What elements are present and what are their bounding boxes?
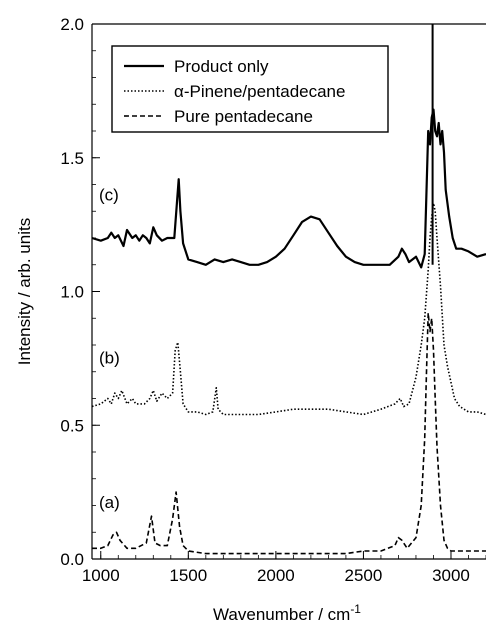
x-tick-label: 1500: [169, 566, 207, 585]
x-tick-label: 3000: [432, 566, 470, 585]
series-layer: [91, 24, 486, 555]
x-tick-label: 1000: [82, 566, 120, 585]
legend-label: Product only: [174, 57, 269, 76]
y-tick-label: 1.0: [60, 283, 84, 302]
x-axis-label-superscript: -1: [350, 602, 361, 616]
y-axis-label: Intensity / arb. units: [15, 218, 34, 365]
x-axis-label-text: Wavenumber / cm: [213, 605, 350, 624]
series-annotation: (a): [99, 493, 120, 512]
annotations-layer: (c) (b) (a): [99, 186, 120, 513]
series-annotation: (c): [99, 186, 119, 205]
series-line-2: [91, 202, 486, 416]
y-tick-label: 1.5: [60, 149, 84, 168]
x-tick-label: 2500: [345, 566, 383, 585]
axes-layer: 0.0 0.5 1.0 1.5 2.0 1000 1500 2000 2500 3000: [60, 15, 486, 585]
series-annotation: (b): [99, 349, 120, 368]
x-tick-label: 2000: [257, 566, 295, 585]
y-tick-label: 2.0: [60, 15, 84, 34]
legend: Product only α-Pinene/pentadecane Pure pen…: [111, 45, 389, 133]
legend-label: α-Pinene/pentadecane: [174, 82, 345, 101]
series-line-1: [91, 108, 486, 269]
legend-label: Pure pentadecane: [174, 107, 313, 126]
legend-box: [111, 45, 389, 133]
series-line-3: [92, 312, 486, 555]
y-tick-label: 0.0: [60, 550, 84, 569]
y-tick-label: 0.5: [60, 416, 84, 435]
x-axis-label: Wavenumber / cm-1: [213, 602, 361, 624]
